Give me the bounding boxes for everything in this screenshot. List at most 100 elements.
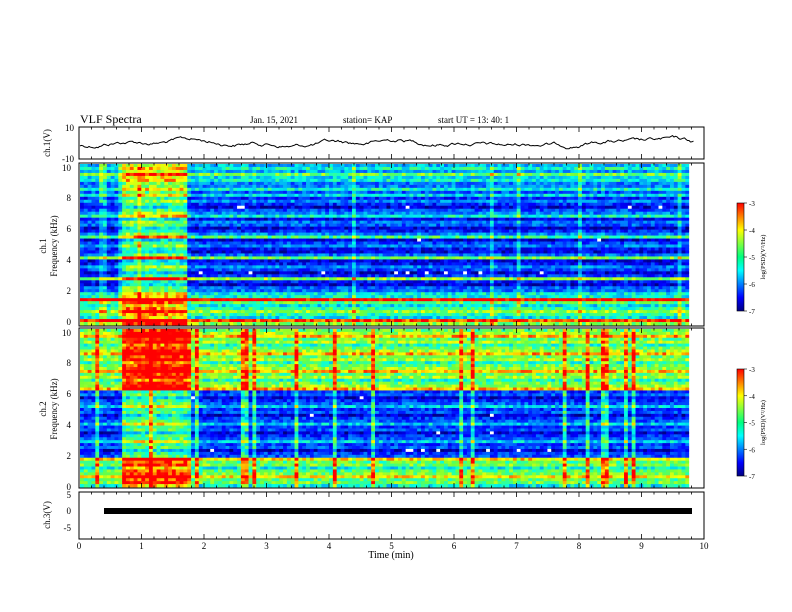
spectrogram-cell <box>183 236 187 239</box>
spectrogram-cell <box>180 212 184 215</box>
spectrogram-cell <box>91 197 95 200</box>
spectrogram-cell <box>99 200 103 203</box>
spectrogram-cell <box>160 313 164 316</box>
spectrogram-cell <box>126 250 130 253</box>
spectrogram-cell <box>157 253 161 256</box>
spectrogram-cell <box>95 247 99 250</box>
spectrogram-cell <box>214 206 218 209</box>
spectrogram-cell <box>118 250 122 253</box>
spectrogram-cell <box>183 170 187 173</box>
spectrogram-cell <box>241 274 245 277</box>
spectrogram-cell <box>91 176 95 179</box>
spectrogram-cell <box>249 292 253 295</box>
spectrogram-cell <box>122 247 126 250</box>
spectrogram-cell <box>249 239 253 242</box>
spectrogram-cell <box>157 236 161 239</box>
spectrogram-cell <box>195 242 199 245</box>
spectrogram-cell <box>195 167 199 170</box>
spectrogram-cell <box>80 268 84 271</box>
spectrogram-cell <box>206 250 210 253</box>
spectrogram-cell <box>153 197 157 200</box>
spectrogram-cell <box>214 227 218 230</box>
spectrogram-cell <box>111 283 115 286</box>
spectrogram-cell <box>91 322 95 325</box>
spectrogram-cell <box>187 203 191 206</box>
spectrogram-cell <box>107 247 111 250</box>
spectrogram-cell <box>141 322 145 325</box>
spectrogram-cell <box>164 236 168 239</box>
spectrogram-cell <box>153 164 157 167</box>
spectrogram-cell <box>195 268 199 271</box>
spectrogram-cell <box>107 292 111 295</box>
spectrogram-cell <box>126 262 130 265</box>
spectrogram-cell <box>168 170 172 173</box>
spectrogram-cell <box>130 239 134 242</box>
spectrogram-cell <box>80 283 84 286</box>
spectrogram-cell <box>114 286 118 289</box>
spectrogram-cell <box>91 164 95 167</box>
spectrogram-cell <box>88 197 92 200</box>
spectrogram-cell <box>157 280 161 283</box>
spectrogram-cell <box>252 250 256 253</box>
spectrogram-cell <box>164 310 168 313</box>
spectrogram-cell <box>160 304 164 307</box>
spectrogram-cell <box>245 206 249 209</box>
spectrogram-cell <box>164 185 168 188</box>
spectrogram-cell <box>168 307 172 310</box>
spectrogram-cell <box>256 319 260 322</box>
spectrogram-cell <box>191 268 195 271</box>
spectrogram-cell <box>88 224 92 227</box>
spectrogram-cell <box>195 298 199 301</box>
spectrogram-cell <box>149 206 153 209</box>
spectrogram-cell <box>206 313 210 316</box>
spectrogram-cell <box>233 230 237 233</box>
spectrogram-cell <box>203 298 207 301</box>
spectrogram-cell <box>95 206 99 209</box>
spectrogram-cell <box>88 185 92 188</box>
spectrogram-cell <box>256 310 260 313</box>
spectrogram-cell <box>160 274 164 277</box>
spectrogram-cell <box>214 203 218 206</box>
spectrogram-cell <box>111 313 115 316</box>
spectrogram-cell <box>176 173 180 176</box>
spectrogram-cell <box>210 322 214 325</box>
spectrogram-cell <box>203 194 207 197</box>
spectrogram-cell <box>172 224 176 227</box>
spectrogram-cell <box>80 277 84 280</box>
spectrogram-cell <box>226 268 230 271</box>
spectrogram-cell <box>214 298 218 301</box>
spectrogram-cell <box>126 236 130 239</box>
spectrogram-cell <box>118 242 122 245</box>
spectrogram-cell <box>176 313 180 316</box>
spectrogram-cell <box>226 262 230 265</box>
spectrogram-cell <box>203 292 207 295</box>
spectrogram-cell <box>118 259 122 262</box>
spectrogram-cell <box>218 212 222 215</box>
spectrogram-cell <box>206 259 210 262</box>
spectrogram-cell <box>145 221 149 224</box>
spectrogram-cell <box>141 268 145 271</box>
spectrogram-cell <box>107 259 111 262</box>
spectrogram-cell <box>111 295 115 298</box>
spectrogram-cell <box>88 292 92 295</box>
spectrogram-cell <box>88 233 92 236</box>
spectrogram-cell <box>168 212 172 215</box>
spectrogram-cell <box>160 292 164 295</box>
spectrogram-cell <box>141 298 145 301</box>
spectrogram-cell <box>180 245 184 248</box>
spectrogram-cell <box>134 233 138 236</box>
spectrogram-cell <box>183 200 187 203</box>
spectrogram-cell <box>134 194 138 197</box>
spectrogram-cell <box>237 197 241 200</box>
spectrogram-cell <box>241 301 245 304</box>
spectrogram-cell <box>122 250 126 253</box>
spectrogram-cell <box>153 283 157 286</box>
spectrogram-cell <box>160 250 164 253</box>
spectrogram-cell <box>153 215 157 218</box>
spectrogram-cell <box>103 274 107 277</box>
spectrogram-cell <box>176 167 180 170</box>
spectrogram-cell <box>252 215 256 218</box>
spectrogram-cell <box>134 277 138 280</box>
spectrogram-cell <box>134 280 138 283</box>
spectrogram-cell <box>145 268 149 271</box>
